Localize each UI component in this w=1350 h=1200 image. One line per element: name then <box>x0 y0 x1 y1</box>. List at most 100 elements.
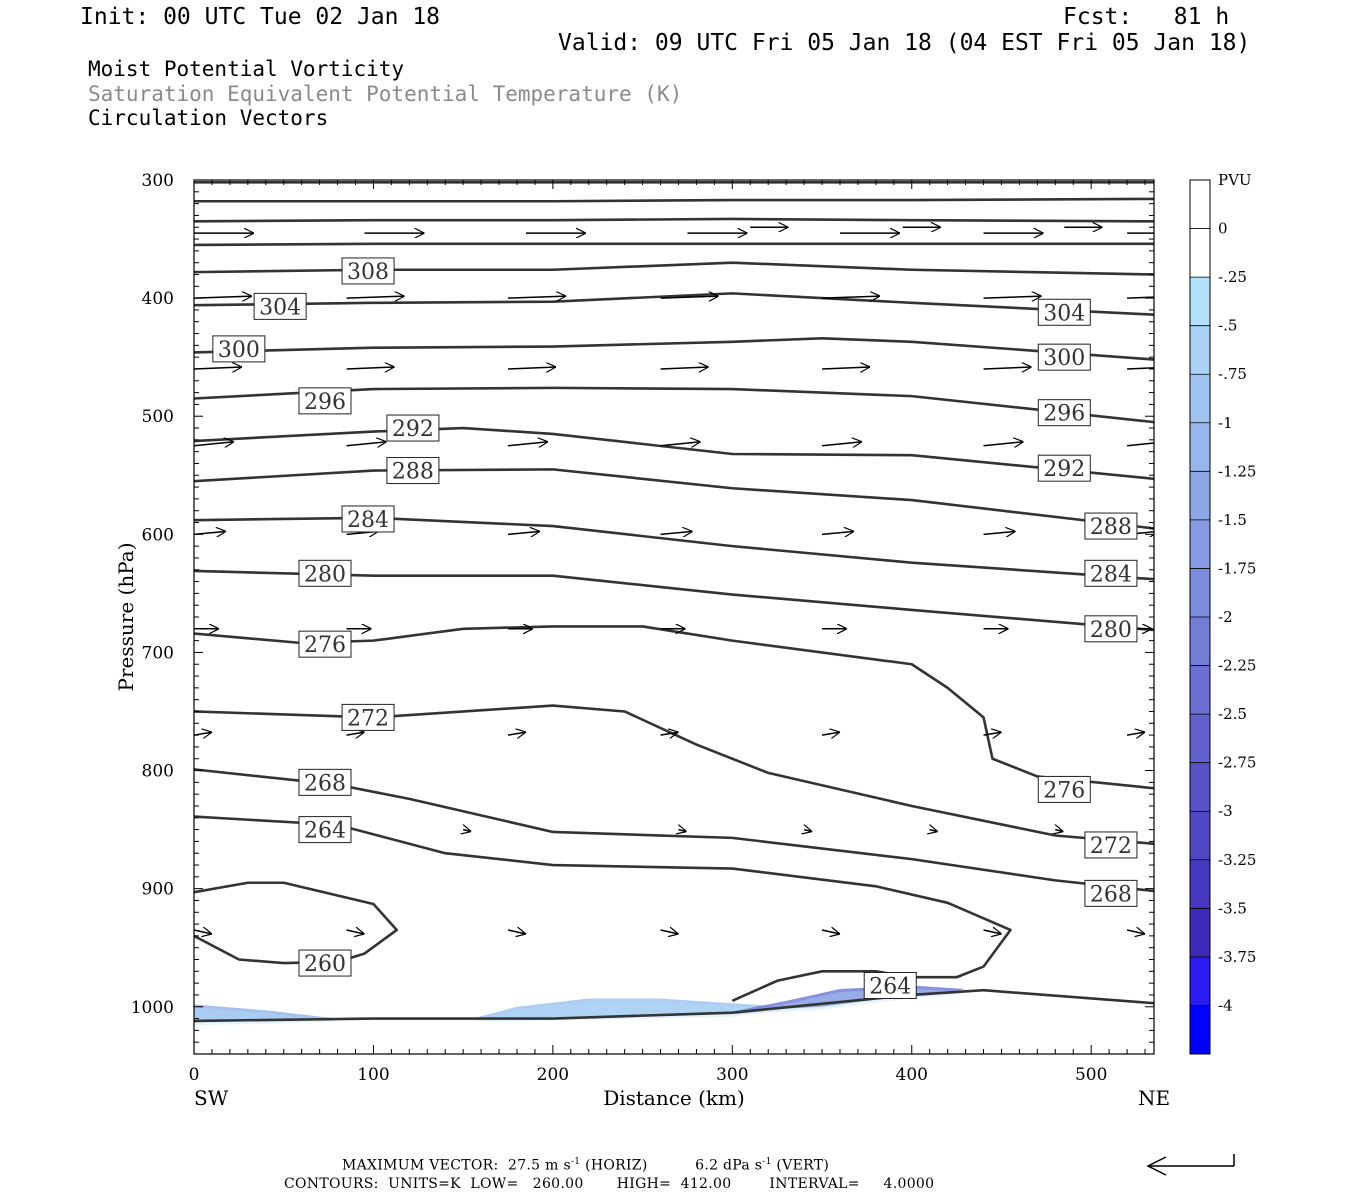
circulation-vector <box>194 930 212 934</box>
contour-label: 284 <box>1090 562 1132 587</box>
circulation-vector <box>930 830 938 832</box>
contour-label-box <box>341 505 395 533</box>
colorbar-segment <box>1190 859 1210 909</box>
axis-labels: 0 100 200 300 400 500 300 400 500 600 700 800 900 100… <box>114 171 1170 1110</box>
y-tick-label: 300 <box>142 171 174 191</box>
colorbar-label: -2.25 <box>1218 657 1256 675</box>
colorbar-segment <box>1190 277 1210 327</box>
circulation-vector <box>983 930 1002 934</box>
colorbar-label: 0 <box>1218 220 1228 238</box>
colorbar-segment <box>1190 762 1210 812</box>
contour-label-box <box>386 457 440 485</box>
x-tick-label: 300 <box>716 1065 748 1085</box>
colorbar-label: -.75 <box>1218 365 1247 383</box>
max-horiz-exponent: -1 <box>570 1157 581 1167</box>
contour-label: 280 <box>1090 618 1132 643</box>
circulation-vector <box>1127 296 1154 299</box>
contour-label: 276 <box>304 633 346 658</box>
contour-label: 300 <box>1043 346 1085 371</box>
colorbar-label: -3 <box>1218 802 1233 820</box>
y-tick-label: 700 <box>142 643 174 663</box>
y-tick-label: 500 <box>142 407 174 427</box>
colorbar-segment <box>1190 519 1210 569</box>
x-tick-label: 100 <box>357 1065 389 1085</box>
contour-label: 304 <box>259 295 301 320</box>
circulation-vector <box>821 531 854 534</box>
colorbar-label: -1.25 <box>1218 462 1256 480</box>
circulation-vector <box>507 442 548 446</box>
circulation-vector <box>194 367 242 369</box>
colorbar-label: -2 <box>1218 608 1233 626</box>
circulation-vector <box>660 531 693 534</box>
colorbar-label: -2.75 <box>1218 754 1256 772</box>
contour-label-box <box>1037 454 1091 482</box>
field-title-theta-es: Saturation Equivalent Potential Temperat… <box>88 82 683 106</box>
colorbar-segment <box>1190 374 1210 424</box>
contour-label: 292 <box>1043 457 1085 482</box>
contour-label-box <box>341 257 395 285</box>
contour-label-box <box>863 971 917 999</box>
colorbar-label: -4 <box>1218 996 1233 1014</box>
circulation-vector <box>821 930 840 934</box>
contour-label-box <box>298 630 352 658</box>
contour-line <box>194 242 1154 247</box>
contour-label-box <box>1037 775 1091 803</box>
contour-label: 280 <box>304 562 346 587</box>
forecast-hour: Fcst: 81 h <box>1063 4 1230 30</box>
circulation-vector <box>346 296 405 298</box>
contour-line <box>194 881 399 965</box>
colorbar-label: -1.75 <box>1218 559 1256 577</box>
field-title-mpv: Moist Potential Vorticity <box>88 57 405 81</box>
x-tick-label: 200 <box>537 1065 569 1085</box>
pv-region-halo <box>472 1001 787 1022</box>
max-vert-exponent: -1 <box>762 1157 772 1167</box>
colorbar-segment <box>1190 956 1210 1006</box>
x-tick-label: 500 <box>1075 1065 1107 1085</box>
contour-label-box <box>298 768 352 796</box>
field-title-vectors: Circulation Vectors <box>88 106 329 130</box>
contour-label-box <box>1084 831 1138 859</box>
colorbar-label: -1 <box>1218 414 1233 432</box>
circulation-vector <box>822 296 880 298</box>
contour-label-box <box>298 559 352 587</box>
axis-ticks <box>193 179 1154 1055</box>
contour-line <box>194 468 1154 530</box>
reference-vector <box>1146 1154 1235 1176</box>
contour-label: 308 <box>347 260 389 285</box>
contour-line <box>194 704 1154 846</box>
circulation-vector <box>983 732 1002 735</box>
max-horiz-unit: (HORIZ) <box>585 1157 648 1174</box>
contour-label-box <box>298 816 352 844</box>
colorbar: PVU 0 -.25 -.5 -.75 -1 -1.25 -1.5 -1.75 -2 -2.25 -2… <box>1189 171 1256 1055</box>
x-axis-title: Distance (km) <box>603 1086 745 1110</box>
contour-line <box>194 336 1154 361</box>
circulation-vector <box>194 296 252 298</box>
circulation-vector <box>507 367 556 369</box>
circulation-vector <box>1127 442 1154 447</box>
circulation-vector <box>678 830 686 832</box>
contour-label-box <box>1084 559 1138 587</box>
contour-line <box>194 217 1154 223</box>
colorbar-label: -2.5 <box>1218 705 1247 723</box>
y-tick-label: 800 <box>142 762 174 782</box>
contour-label: 276 <box>1043 778 1085 803</box>
init-time: Init: 00 UTC Tue 02 Jan 18 <box>80 4 441 30</box>
contour-label: 292 <box>392 417 434 442</box>
max-horiz-value: 27.5 m s <box>508 1157 571 1174</box>
contour-label: 284 <box>347 508 389 533</box>
circulation-vector <box>463 830 471 832</box>
colorbar-segment <box>1190 568 1210 618</box>
contour-line <box>194 988 1154 1023</box>
contour-label: 288 <box>1090 515 1132 540</box>
contour-label-box <box>1037 298 1091 326</box>
colorbar-segment <box>1190 471 1210 521</box>
vector-layer <box>194 227 1154 934</box>
circulation-vector <box>660 296 719 298</box>
contour-line <box>194 625 1154 790</box>
y-tick-label: 400 <box>142 289 174 309</box>
colorbar-segment <box>1190 908 1210 958</box>
circulation-vector <box>983 442 1024 446</box>
contour-label-box <box>253 292 307 320</box>
